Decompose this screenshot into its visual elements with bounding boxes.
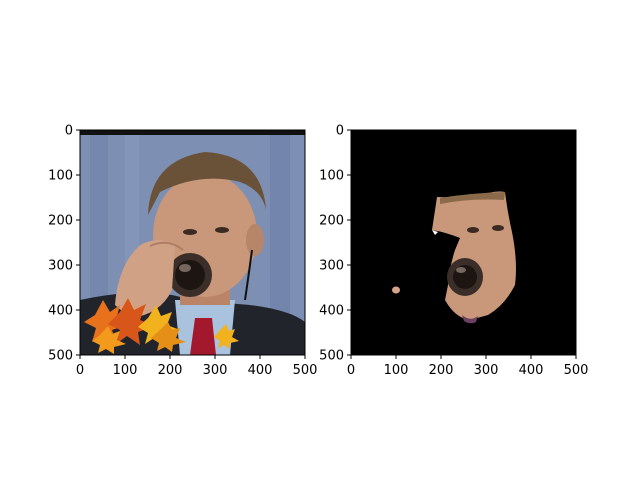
left-x-tick-label-5: 500 bbox=[293, 363, 318, 378]
left-x-tick-label-3: 300 bbox=[203, 363, 228, 378]
left-y-tick-label-0: 0 bbox=[65, 124, 73, 139]
axes-left-frame bbox=[79, 129, 306, 356]
left-y-tick-label-4: 400 bbox=[48, 304, 73, 319]
right-y-tick-label-2: 200 bbox=[319, 214, 344, 229]
right-y-tick-label-1: 100 bbox=[319, 169, 344, 184]
left-x-tick-label-1: 100 bbox=[113, 363, 138, 378]
right-x-tick-label-2: 200 bbox=[429, 363, 454, 378]
right-x-tick-label-3: 300 bbox=[474, 363, 499, 378]
left-y-tick-label-2: 200 bbox=[48, 214, 73, 229]
right-y-tick-label-5: 500 bbox=[319, 349, 344, 364]
right-y-tick-label-3: 300 bbox=[319, 259, 344, 274]
left-y-tick-label-1: 100 bbox=[48, 169, 73, 184]
right-x-tick-label-4: 400 bbox=[519, 363, 544, 378]
axes-right-frame bbox=[350, 129, 577, 356]
right-x-tick-label-5: 500 bbox=[564, 363, 589, 378]
maple-leaves bbox=[84, 298, 239, 354]
right-y-tick-label-0: 0 bbox=[336, 124, 344, 139]
left-x-tick-label-4: 400 bbox=[248, 363, 273, 378]
left-y-tick-label-5: 500 bbox=[48, 349, 73, 364]
right-x-tick-label-0: 0 bbox=[347, 363, 355, 378]
original-photo-image bbox=[80, 130, 305, 355]
left-y-tick-label-3: 300 bbox=[48, 259, 73, 274]
mask-result-image bbox=[351, 130, 576, 355]
left-x-tick-label-0: 0 bbox=[76, 363, 84, 378]
right-x-tick-label-1: 100 bbox=[384, 363, 409, 378]
right-y-tick-label-4: 400 bbox=[319, 304, 344, 319]
left-x-tick-label-2: 200 bbox=[158, 363, 183, 378]
